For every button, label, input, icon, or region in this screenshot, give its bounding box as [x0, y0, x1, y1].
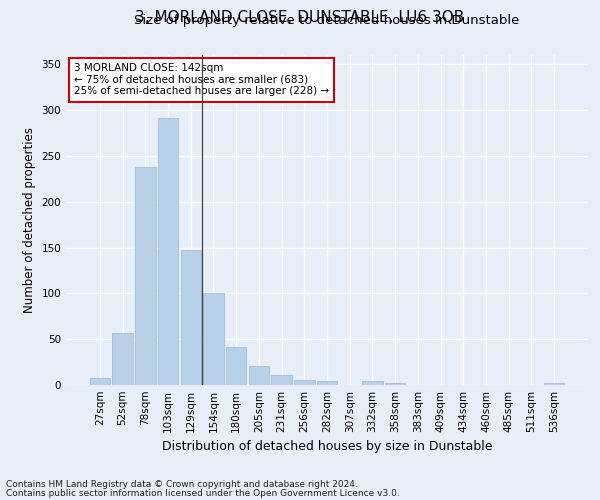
Bar [385, 383, 406, 385]
Bar [112, 333, 133, 385]
Bar [135, 167, 155, 385]
Bar [248, 366, 269, 385]
Bar [90, 378, 110, 385]
Title: Size of property relative to detached houses in Dunstable: Size of property relative to detached ho… [134, 14, 520, 28]
Y-axis label: Number of detached properties: Number of detached properties [23, 127, 36, 313]
Bar [544, 383, 564, 385]
Bar [181, 250, 201, 385]
Text: Contains HM Land Registry data © Crown copyright and database right 2024.: Contains HM Land Registry data © Crown c… [6, 480, 358, 489]
Bar [203, 294, 224, 385]
Bar [317, 382, 337, 385]
Text: 3, MORLAND CLOSE, DUNSTABLE, LU6 3QB: 3, MORLAND CLOSE, DUNSTABLE, LU6 3QB [136, 10, 464, 25]
Text: Contains public sector information licensed under the Open Government Licence v3: Contains public sector information licen… [6, 488, 400, 498]
X-axis label: Distribution of detached houses by size in Dunstable: Distribution of detached houses by size … [162, 440, 492, 454]
Bar [294, 380, 314, 385]
Bar [271, 375, 292, 385]
Text: 3 MORLAND CLOSE: 142sqm
← 75% of detached houses are smaller (683)
25% of semi-d: 3 MORLAND CLOSE: 142sqm ← 75% of detache… [74, 63, 329, 96]
Bar [362, 382, 383, 385]
Bar [226, 346, 247, 385]
Bar [158, 118, 178, 385]
